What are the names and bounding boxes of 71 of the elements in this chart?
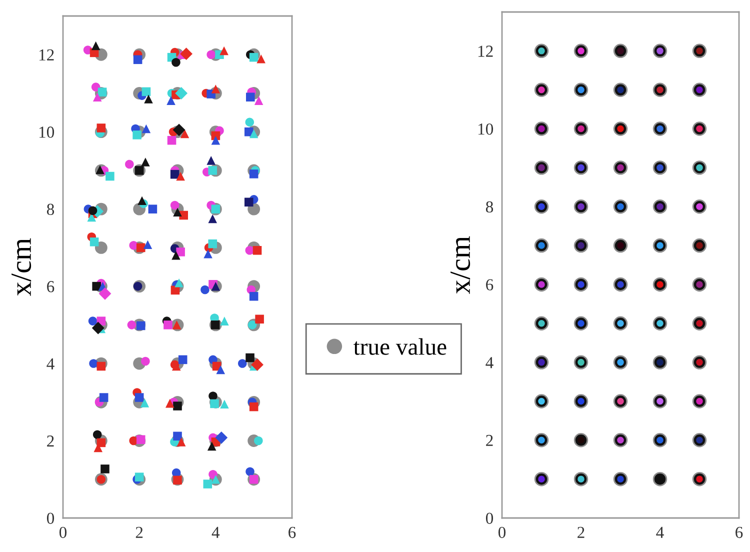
point: [143, 240, 152, 249]
point: [170, 170, 180, 179]
x-tick-label: 4: [212, 526, 220, 538]
x-tick-label: 0: [498, 526, 506, 538]
point: [142, 124, 151, 134]
point: [244, 198, 254, 207]
y-tick-label: 6: [486, 279, 494, 290]
y-axis-title: x/cm: [12, 238, 32, 296]
legend-label: true value: [354, 338, 446, 355]
point: [204, 249, 212, 258]
x-tick-label: 4: [656, 526, 664, 538]
point: [249, 292, 258, 301]
x-tick-label: 2: [578, 526, 584, 538]
point: [96, 362, 106, 371]
point: [206, 156, 216, 165]
point: [180, 129, 190, 138]
point: [134, 393, 144, 402]
y-tick-label: 8: [46, 204, 54, 216]
y-tick-label: 12: [478, 46, 493, 57]
point: [94, 241, 108, 254]
y-tick-label: 0: [486, 512, 494, 524]
y-tick-label: 2: [47, 436, 54, 447]
point: [206, 50, 216, 60]
point: [252, 246, 262, 255]
point: [89, 359, 98, 368]
point: [166, 96, 176, 105]
point: [211, 136, 220, 145]
point: [216, 365, 226, 374]
y-tick-label: 10: [478, 123, 494, 135]
y-tick-label: 4: [46, 358, 54, 370]
point: [91, 82, 100, 92]
y-tick-label: 0: [46, 512, 54, 524]
point: [133, 55, 142, 64]
point: [172, 58, 180, 67]
y-tick-label: 2: [486, 434, 493, 446]
point: [255, 314, 264, 324]
point: [208, 470, 218, 479]
point: [165, 398, 174, 408]
point: [220, 46, 228, 56]
y-tick-label: 4: [486, 357, 494, 368]
point: [136, 243, 146, 252]
point: [148, 204, 158, 214]
y-tick-label: 10: [39, 126, 54, 138]
point: [176, 438, 186, 446]
point: [211, 84, 220, 94]
point: [175, 87, 188, 100]
point: [200, 285, 210, 294]
point: [88, 206, 98, 216]
point: [246, 467, 254, 476]
point: [127, 320, 136, 330]
x-tick-label: 6: [288, 526, 296, 538]
x-tick-label: 2: [136, 526, 143, 538]
y-tick-label: 6: [47, 281, 54, 292]
point: [176, 172, 185, 181]
y-axis-title: x/cm: [450, 236, 470, 294]
point: [208, 214, 218, 224]
point: [246, 92, 255, 102]
y-tick-label: 12: [39, 49, 54, 60]
point: [249, 170, 258, 178]
point: [141, 356, 150, 366]
point: [238, 359, 247, 368]
point: [215, 431, 228, 444]
point: [178, 355, 188, 364]
point: [256, 54, 266, 64]
x-tick-label: 6: [736, 526, 743, 538]
point: [88, 316, 98, 326]
point: [125, 160, 134, 169]
point: [173, 432, 182, 441]
x-tick-label: 0: [59, 526, 67, 538]
y-tick-label: 8: [486, 201, 494, 213]
point: [249, 402, 258, 412]
